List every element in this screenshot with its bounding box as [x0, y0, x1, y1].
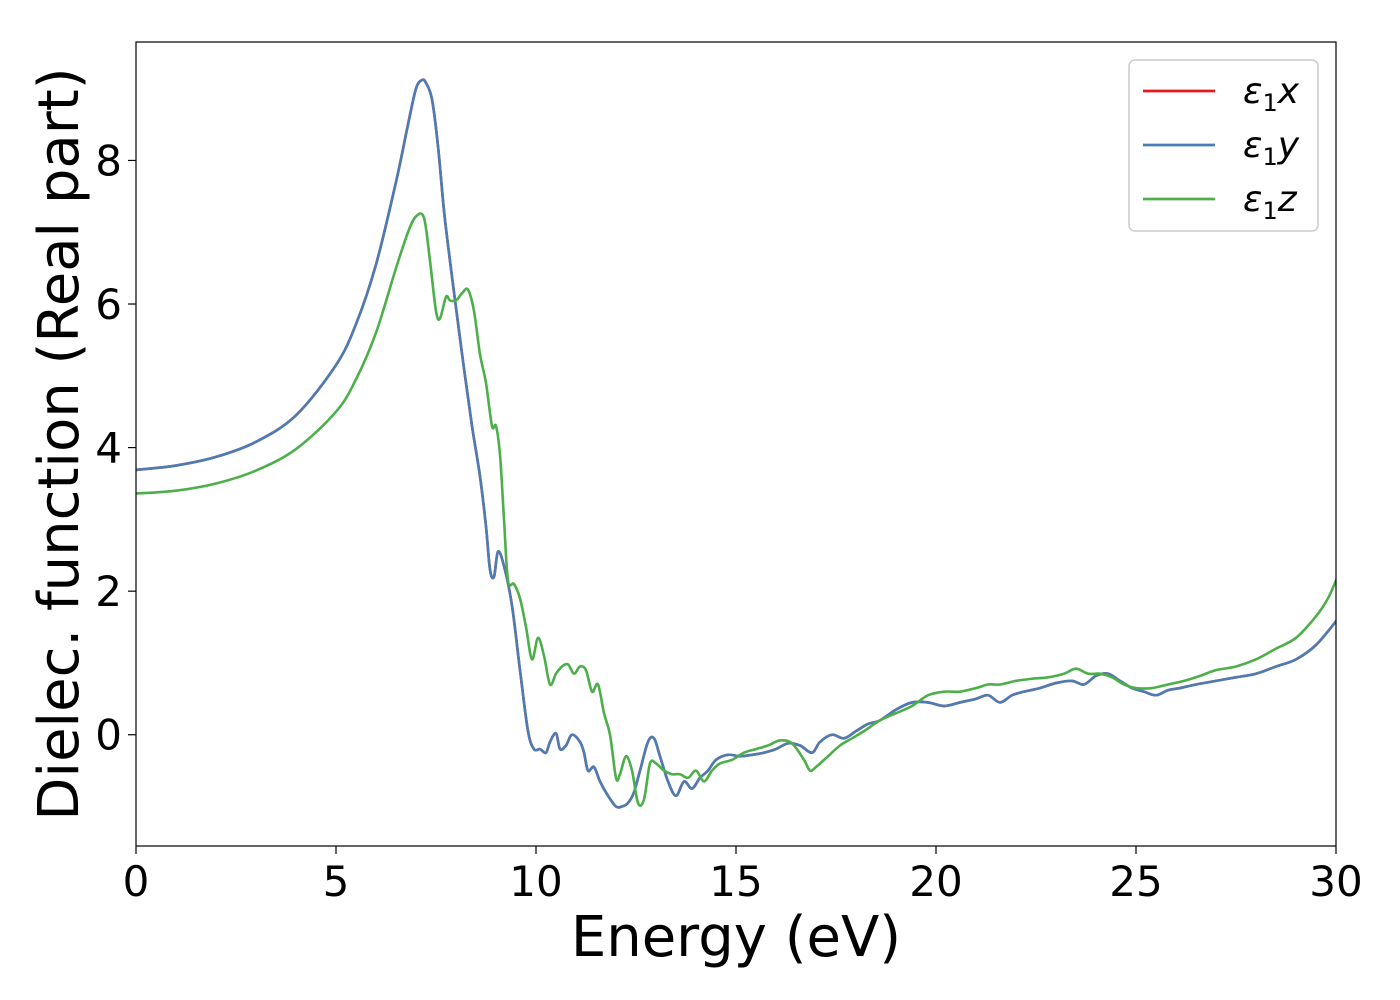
series-layer [136, 78, 1336, 809]
y-tick-label: 6 [95, 280, 122, 329]
y-axis: 0 2 4 6 8 [95, 136, 136, 760]
y-axis-label: Dielec. function (Real part) [27, 67, 92, 820]
x-axis: 0 5 10 15 20 25 30 [123, 846, 1363, 906]
x-tick-label: 15 [709, 857, 762, 906]
legend-box [1128, 59, 1319, 232]
x-tick-label: 5 [323, 857, 350, 906]
x-tick-label: 20 [909, 857, 962, 906]
series-line-z [136, 212, 1336, 807]
x-tick-label: 0 [123, 857, 150, 906]
y-tick-label: 2 [95, 567, 122, 616]
legend-label-y: ε1y [1243, 125, 1300, 171]
y-tick-label: 4 [95, 424, 122, 473]
legend-label-x: ε1x [1243, 71, 1300, 117]
y-tick-label: 0 [95, 711, 122, 760]
legend: ε1x ε1y ε1z [1128, 59, 1319, 232]
x-tick-label: 30 [1309, 857, 1362, 906]
plot-area [135, 41, 1337, 847]
legend-label-z: ε1z [1243, 179, 1298, 225]
x-axis-label: Energy (eV) [571, 905, 901, 970]
x-tick-label: 10 [509, 857, 562, 906]
y-tick-label: 8 [95, 136, 122, 185]
x-tick-label: 25 [1109, 857, 1162, 906]
series-line-y [136, 78, 1336, 809]
